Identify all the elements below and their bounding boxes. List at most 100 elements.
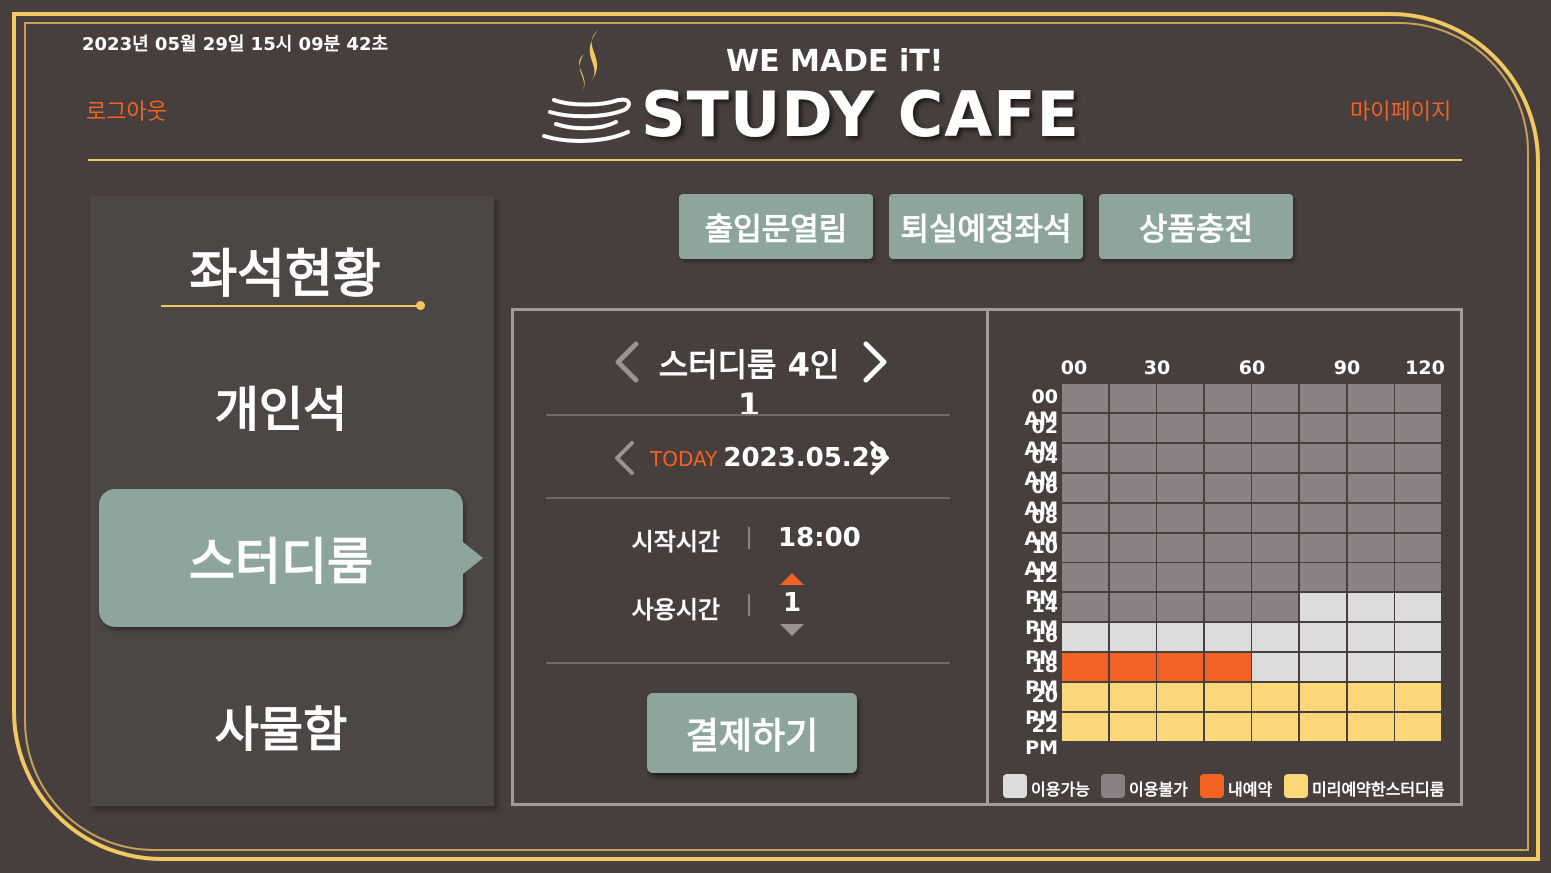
time-slot-available[interactable]	[1347, 623, 1394, 652]
time-slot-unavailable[interactable]	[1204, 413, 1251, 442]
time-slot-reserved[interactable]	[1347, 683, 1394, 711]
time-slot-available[interactable]	[1347, 593, 1394, 622]
decrease-duration-icon[interactable]	[780, 624, 804, 636]
time-slot-reserved[interactable]	[1300, 683, 1346, 711]
time-slot-unavailable[interactable]	[1204, 384, 1251, 412]
checkout-seats-button[interactable]: 퇴실예정좌석	[889, 194, 1083, 259]
time-slot-unavailable[interactable]	[1157, 473, 1204, 502]
time-slot-unavailable[interactable]	[1252, 503, 1299, 532]
next-date-chevron-icon[interactable]	[868, 440, 892, 476]
time-slot-unavailable[interactable]	[1062, 533, 1108, 562]
time-slot-unavailable[interactable]	[1062, 413, 1108, 442]
time-slot-unavailable[interactable]	[1252, 533, 1299, 562]
sidebar-item-locker[interactable]: 사물함	[214, 702, 348, 758]
prev-room-chevron-icon[interactable]	[612, 340, 640, 384]
time-slot-unavailable[interactable]	[1109, 443, 1156, 472]
time-slot-mine[interactable]	[1157, 653, 1204, 682]
time-slot-available[interactable]	[1252, 653, 1299, 682]
time-slot-unavailable[interactable]	[1157, 443, 1204, 472]
time-slot-available[interactable]	[1109, 623, 1156, 652]
time-slot-unavailable[interactable]	[1300, 443, 1346, 472]
time-slot-unavailable[interactable]	[1062, 503, 1108, 532]
next-room-chevron-icon[interactable]	[862, 340, 890, 384]
open-door-button[interactable]: 출입문열림	[679, 194, 873, 259]
time-slot-unavailable[interactable]	[1252, 384, 1299, 412]
time-slot-unavailable[interactable]	[1204, 473, 1251, 502]
time-slot-unavailable[interactable]	[1347, 563, 1394, 592]
logout-link[interactable]: 로그아웃	[86, 100, 167, 125]
time-slot-unavailable[interactable]	[1204, 533, 1251, 562]
time-slot-unavailable[interactable]	[1062, 593, 1108, 622]
time-slot-available[interactable]	[1062, 623, 1108, 652]
time-slot-unavailable[interactable]	[1062, 563, 1108, 592]
time-slot-unavailable[interactable]	[1157, 503, 1204, 532]
time-slot-unavailable[interactable]	[1062, 384, 1108, 412]
time-slot-unavailable[interactable]	[1347, 443, 1394, 472]
time-slot-reserved[interactable]	[1347, 712, 1394, 741]
time-slot-unavailable[interactable]	[1109, 384, 1156, 412]
time-slot-unavailable[interactable]	[1204, 443, 1251, 472]
time-slot-reserved[interactable]	[1300, 712, 1346, 741]
time-slot-unavailable[interactable]	[1300, 563, 1346, 592]
time-slot-reserved[interactable]	[1395, 712, 1442, 741]
sidebar-item-study-room[interactable]: 스터디룸	[99, 489, 463, 627]
time-slot-unavailable[interactable]	[1395, 384, 1442, 412]
time-slot-unavailable[interactable]	[1300, 473, 1346, 502]
time-slot-unavailable[interactable]	[1204, 593, 1251, 622]
time-slot-unavailable[interactable]	[1395, 413, 1442, 442]
time-slot-unavailable[interactable]	[1347, 503, 1394, 532]
time-slot-unavailable[interactable]	[1347, 533, 1394, 562]
sidebar-item-personal-seat[interactable]: 개인석	[214, 382, 348, 438]
time-slot-available[interactable]	[1395, 653, 1442, 682]
time-slot-reserved[interactable]	[1157, 683, 1204, 711]
time-slot-unavailable[interactable]	[1157, 533, 1204, 562]
time-slot-mine[interactable]	[1204, 653, 1251, 682]
time-slot-available[interactable]	[1395, 623, 1442, 652]
time-slot-reserved[interactable]	[1062, 683, 1108, 711]
time-slot-reserved[interactable]	[1109, 712, 1156, 741]
time-slot-reserved[interactable]	[1252, 683, 1299, 711]
time-slot-available[interactable]	[1300, 623, 1346, 652]
time-slot-unavailable[interactable]	[1395, 473, 1442, 502]
mypage-link[interactable]: 마이페이지	[1350, 100, 1452, 125]
time-slot-unavailable[interactable]	[1109, 563, 1156, 592]
time-slot-unavailable[interactable]	[1109, 593, 1156, 622]
time-slot-reserved[interactable]	[1204, 712, 1251, 741]
prev-date-chevron-icon[interactable]	[612, 440, 636, 476]
time-slot-available[interactable]	[1157, 623, 1204, 652]
time-slot-unavailable[interactable]	[1252, 473, 1299, 502]
pay-button[interactable]: 결제하기	[647, 693, 857, 773]
time-slot-mine[interactable]	[1109, 653, 1156, 682]
time-slot-unavailable[interactable]	[1109, 413, 1156, 442]
time-slot-unavailable[interactable]	[1300, 384, 1346, 412]
time-slot-unavailable[interactable]	[1252, 443, 1299, 472]
time-slot-unavailable[interactable]	[1062, 473, 1108, 502]
time-slot-available[interactable]	[1204, 623, 1251, 652]
time-slot-unavailable[interactable]	[1300, 533, 1346, 562]
time-slot-unavailable[interactable]	[1347, 413, 1394, 442]
time-slot-reserved[interactable]	[1395, 683, 1442, 711]
time-slot-unavailable[interactable]	[1252, 563, 1299, 592]
increase-duration-icon[interactable]	[780, 573, 804, 585]
time-slot-reserved[interactable]	[1062, 712, 1108, 741]
time-slot-unavailable[interactable]	[1204, 503, 1251, 532]
charge-product-button[interactable]: 상품충전	[1099, 194, 1293, 259]
time-slot-unavailable[interactable]	[1300, 503, 1346, 532]
time-slot-reserved[interactable]	[1204, 683, 1251, 711]
time-slot-available[interactable]	[1300, 593, 1346, 622]
time-slot-unavailable[interactable]	[1109, 503, 1156, 532]
time-slot-unavailable[interactable]	[1109, 473, 1156, 502]
time-slot-mine[interactable]	[1062, 653, 1108, 682]
time-slot-unavailable[interactable]	[1157, 593, 1204, 622]
time-slot-unavailable[interactable]	[1395, 443, 1442, 472]
time-slot-unavailable[interactable]	[1252, 593, 1299, 622]
time-slot-unavailable[interactable]	[1157, 384, 1204, 412]
time-slot-available[interactable]	[1347, 653, 1394, 682]
time-slot-unavailable[interactable]	[1395, 563, 1442, 592]
time-slot-unavailable[interactable]	[1347, 384, 1394, 412]
time-slot-unavailable[interactable]	[1157, 563, 1204, 592]
time-slot-unavailable[interactable]	[1204, 563, 1251, 592]
time-slot-available[interactable]	[1300, 653, 1346, 682]
time-slot-available[interactable]	[1252, 623, 1299, 652]
time-slot-unavailable[interactable]	[1395, 533, 1442, 562]
